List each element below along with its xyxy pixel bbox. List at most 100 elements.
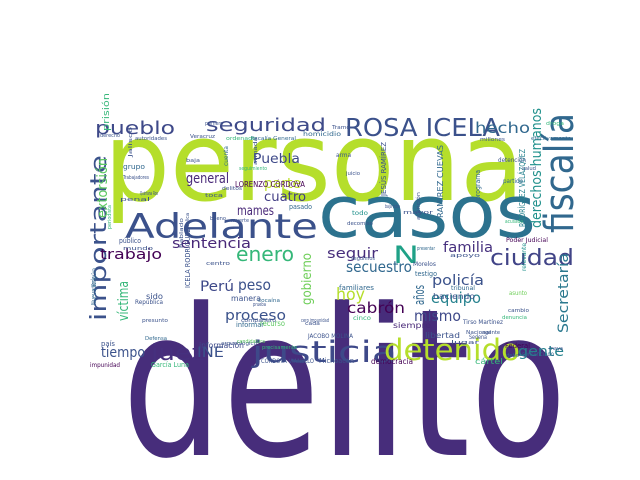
word-gobierno: gobierno [300,253,315,305]
word-cada: cada [305,321,320,327]
word-muerte: muerte [231,218,249,224]
word-presunto: presunto [142,318,168,324]
word-penal: penal [120,197,150,203]
word-puebla: Puebla [253,152,300,167]
word-nueva-york: Nueva York [90,276,98,305]
word-gente: gente [518,344,564,360]
word-quintana-roo: Quintana Roo [140,191,158,197]
word-cabrón: cabrón [347,299,405,317]
word-baja-robo: baja robo [385,204,400,210]
word-extorsión: extorsión [95,158,111,218]
word-tramo: Tramo [331,125,350,131]
word-seguimiento: seguimiento [239,166,267,172]
word-ordenado: ordenado [226,136,256,142]
word-cocaína: cocaína [258,297,280,304]
word-ramírez-cuevas: RAMÍREZ CUEVAS [434,145,445,218]
word-familia: familia [443,240,493,256]
word-arqueológico: arqueológico [221,340,257,347]
word-años: años [412,285,428,305]
word-mundo: mundo [123,246,153,252]
word-homicidio: homicidio [303,131,341,138]
word-informar: informar [236,321,264,329]
word-víctima: víctima [116,281,132,321]
word-sido: sido [146,292,163,301]
word-testigo: testigo [415,270,437,278]
word-peso: peso [238,276,271,294]
word-libertad: libertad [425,331,460,340]
word-todo: todo [352,210,368,217]
word-república: República [135,299,163,306]
word-detenido: detenido [384,333,520,367]
word-derechos-humanos: derechos humanos [529,108,545,228]
word-defensa: Defensa [145,336,167,342]
word-justicia: justicia [251,335,397,369]
word-policía: policía [432,273,484,289]
word-toca: toca [205,193,223,199]
word-enero: enero [236,242,294,266]
word-público: público [119,237,141,245]
word-armada: armada [253,137,259,165]
word-cártel: cártel [475,357,503,366]
word-trabajadores: Trabajadores [122,175,149,181]
word-veracruz: Veracruz [190,134,215,140]
word-información: información [199,340,244,350]
word-cuenta: cuenta [223,146,230,166]
word-juicio: juicio [345,171,360,177]
word-ciudad: ciudad [490,246,574,271]
word-programa: programa [474,170,482,200]
word-mismo: mismo [414,307,461,325]
word-democracia: democracia [371,357,413,366]
word-decomiso: decomiso [347,221,373,227]
word-asunto: asunto [509,290,527,297]
word-córdova-vianello: CÓRDOVA VIANELLO [261,358,314,365]
word-secuestro: secuestro [346,258,412,276]
word-general: general [186,171,229,187]
word-pública: pública [184,213,191,231]
word-cinco: cinco [353,315,371,322]
word-prisión: prisión [101,93,112,131]
word-ningún: ningún [91,268,98,290]
word-nacional: Nacional [466,330,491,336]
word-tirso-martínez: Tirso Martínez [462,319,503,326]
word-tribunal: tribunal [451,285,475,292]
word-fiscalía-general: fiscalía General [251,135,296,142]
word-candidatura: candidatura [237,339,265,345]
word-persona: persona [104,98,524,226]
word-delitos: delitos [222,186,242,192]
word-poder-judicial: Poder Judicial [506,237,548,244]
word-michoacán: Michoacán [319,357,354,365]
word-manera: manera [231,294,261,303]
word-tiempo: tiempo [101,345,145,361]
word-cambio: cambio [508,308,529,314]
word-acusado: acusado [505,219,523,225]
word-periodista: periodista [107,205,113,229]
word-primero: primero [205,121,223,127]
word-debo: debo [506,353,519,359]
word-presentar: presentar [417,246,436,252]
word-proceso: proceso [225,308,286,324]
word-siempre: siempre [393,321,431,330]
word-juez: juez [150,341,205,366]
word-familiares: familiares [339,284,374,292]
word-denuncia: denuncia [502,315,527,321]
word-garcía-luna: García Luna [151,361,189,369]
word-seguridad: seguridad [206,115,326,136]
word-secretaría: Secretaría [556,253,572,333]
word-sentenciado: sentenciado [522,351,554,358]
word-ine: INE [197,345,224,361]
word-maya: maya [549,346,563,352]
word-jesús-ramírez: JESÚS RAMÍREZ [379,142,388,197]
word-morelos: Morelos [413,261,436,268]
word-salud: salud [522,166,536,172]
word-cuatro: cuatro [264,190,306,205]
word-baja: baja [186,158,200,164]
word-casos: casos [318,170,536,254]
word-centro: centro [206,261,230,267]
word-rodríguez-velázquez: RODRÍGUEZ VELÁZQUEZ [516,149,527,227]
word-sentencia: sentencia [172,236,251,252]
word-relevante: relevante [521,243,528,271]
word-pasado: pasado [289,203,312,211]
word-icela-rodríguez: ICELA RODRÍGUEZ [183,228,192,288]
